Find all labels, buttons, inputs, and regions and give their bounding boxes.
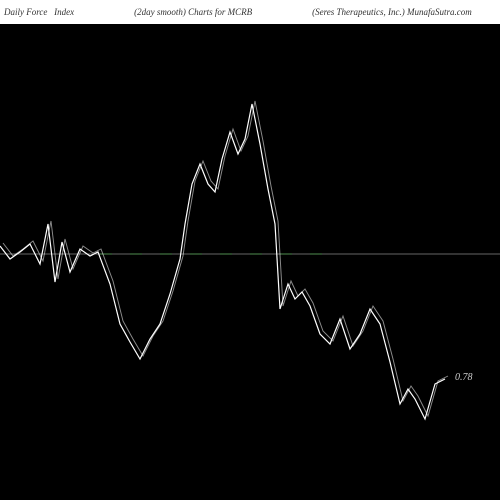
header-mid: (2day smooth) Charts for MCRB <box>134 7 252 17</box>
header-left: Daily Force Index <box>4 7 74 17</box>
value-label: 0.78 <box>455 372 473 383</box>
force-index-chart <box>0 24 500 500</box>
chart-header: Daily Force Index (2day smooth) Charts f… <box>0 0 500 24</box>
chart-area: 0.78 <box>0 24 500 500</box>
header-right: (Seres Therapeutics, Inc.) MunafaSutra.c… <box>312 7 472 17</box>
